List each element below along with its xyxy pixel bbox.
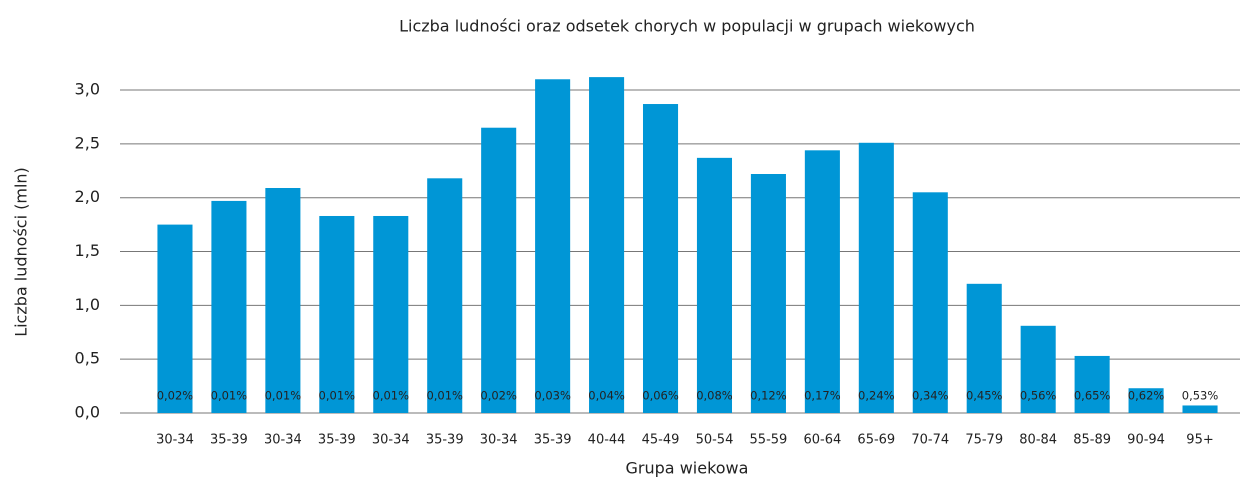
annotation: 0,62% bbox=[1128, 389, 1165, 403]
chart-title: Liczba ludności oraz odsetek chorych w p… bbox=[399, 17, 975, 36]
bar bbox=[1128, 388, 1164, 413]
bar bbox=[750, 174, 786, 413]
annotation: 0,45% bbox=[966, 389, 1003, 403]
x-tick-label: 55-59 bbox=[750, 433, 788, 448]
x-tick-label: 30-34 bbox=[372, 433, 410, 448]
bar bbox=[858, 142, 894, 413]
bar bbox=[1074, 355, 1110, 413]
annotation: 0,34% bbox=[912, 389, 949, 403]
y-axis-title: Liczba ludności (mln) bbox=[12, 167, 31, 337]
bar bbox=[1020, 325, 1056, 413]
x-axis-title: Grupa wiekowa bbox=[626, 459, 749, 478]
x-tick-label: 50-54 bbox=[696, 433, 734, 448]
annotation: 0,17% bbox=[804, 389, 841, 403]
x-tick-label: 40-44 bbox=[588, 433, 626, 448]
bar bbox=[535, 79, 571, 413]
x-tick-label: 30-34 bbox=[480, 433, 518, 448]
annotation: 0,12% bbox=[750, 389, 787, 403]
x-tick-label: 85-89 bbox=[1073, 433, 1111, 448]
bar bbox=[804, 150, 840, 413]
annotation: 0,06% bbox=[642, 389, 679, 403]
y-tick-label: 0,5 bbox=[75, 349, 100, 368]
y-tick-label: 2,0 bbox=[75, 187, 100, 206]
annotation: 0,65% bbox=[1074, 389, 1111, 403]
x-tick-label: 65-69 bbox=[857, 433, 895, 448]
bar bbox=[157, 224, 193, 413]
annotation: 0,01% bbox=[373, 389, 410, 403]
annotation: 0,01% bbox=[319, 389, 356, 403]
annotation: 0,08% bbox=[696, 389, 733, 403]
annotation: 0,04% bbox=[588, 389, 625, 403]
bar bbox=[373, 215, 409, 413]
bar bbox=[265, 187, 301, 413]
x-tick-label: 35-39 bbox=[318, 433, 356, 448]
bar bbox=[481, 127, 517, 413]
annotation: 0,03% bbox=[534, 389, 571, 403]
bar bbox=[211, 200, 247, 413]
x-tick-label: 90-94 bbox=[1127, 433, 1165, 448]
x-tick-label: 30-34 bbox=[156, 433, 194, 448]
annotation: 0,56% bbox=[1020, 389, 1057, 403]
annotation: 0,02% bbox=[480, 389, 517, 403]
x-tick-label: 70-74 bbox=[911, 433, 949, 448]
y-tick-label: 3,0 bbox=[75, 80, 100, 99]
annotation: 0,02% bbox=[157, 389, 194, 403]
x-tick-label: 30-34 bbox=[264, 433, 302, 448]
y-tick-label: 2,5 bbox=[75, 133, 100, 152]
bar bbox=[1182, 405, 1218, 413]
bar bbox=[912, 192, 948, 413]
annotation: 0,01% bbox=[211, 389, 248, 403]
annotation: 0,24% bbox=[858, 389, 895, 403]
annotation: 0,01% bbox=[426, 389, 463, 403]
x-tick-label: 75-79 bbox=[965, 433, 1003, 448]
x-tick-label: 35-39 bbox=[210, 433, 248, 448]
bar bbox=[966, 283, 1002, 413]
x-tick-label: 95+ bbox=[1186, 433, 1213, 448]
x-tick-label: 45-49 bbox=[642, 433, 680, 448]
x-tick-label: 80-84 bbox=[1019, 433, 1057, 448]
x-tick-label: 60-64 bbox=[803, 433, 841, 448]
annotation: 0,53% bbox=[1182, 389, 1219, 403]
bar bbox=[642, 104, 679, 414]
bar bbox=[427, 178, 463, 413]
bar bbox=[696, 157, 733, 413]
y-tick-label: 1,0 bbox=[75, 295, 100, 314]
bar bbox=[319, 215, 355, 413]
x-tick-label: 35-39 bbox=[426, 433, 464, 448]
y-tick-label: 1,5 bbox=[75, 241, 100, 260]
annotation: 0,01% bbox=[265, 389, 302, 403]
bar bbox=[589, 77, 625, 414]
x-tick-label: 35-39 bbox=[534, 433, 572, 448]
y-tick-label: 0,0 bbox=[75, 403, 100, 422]
